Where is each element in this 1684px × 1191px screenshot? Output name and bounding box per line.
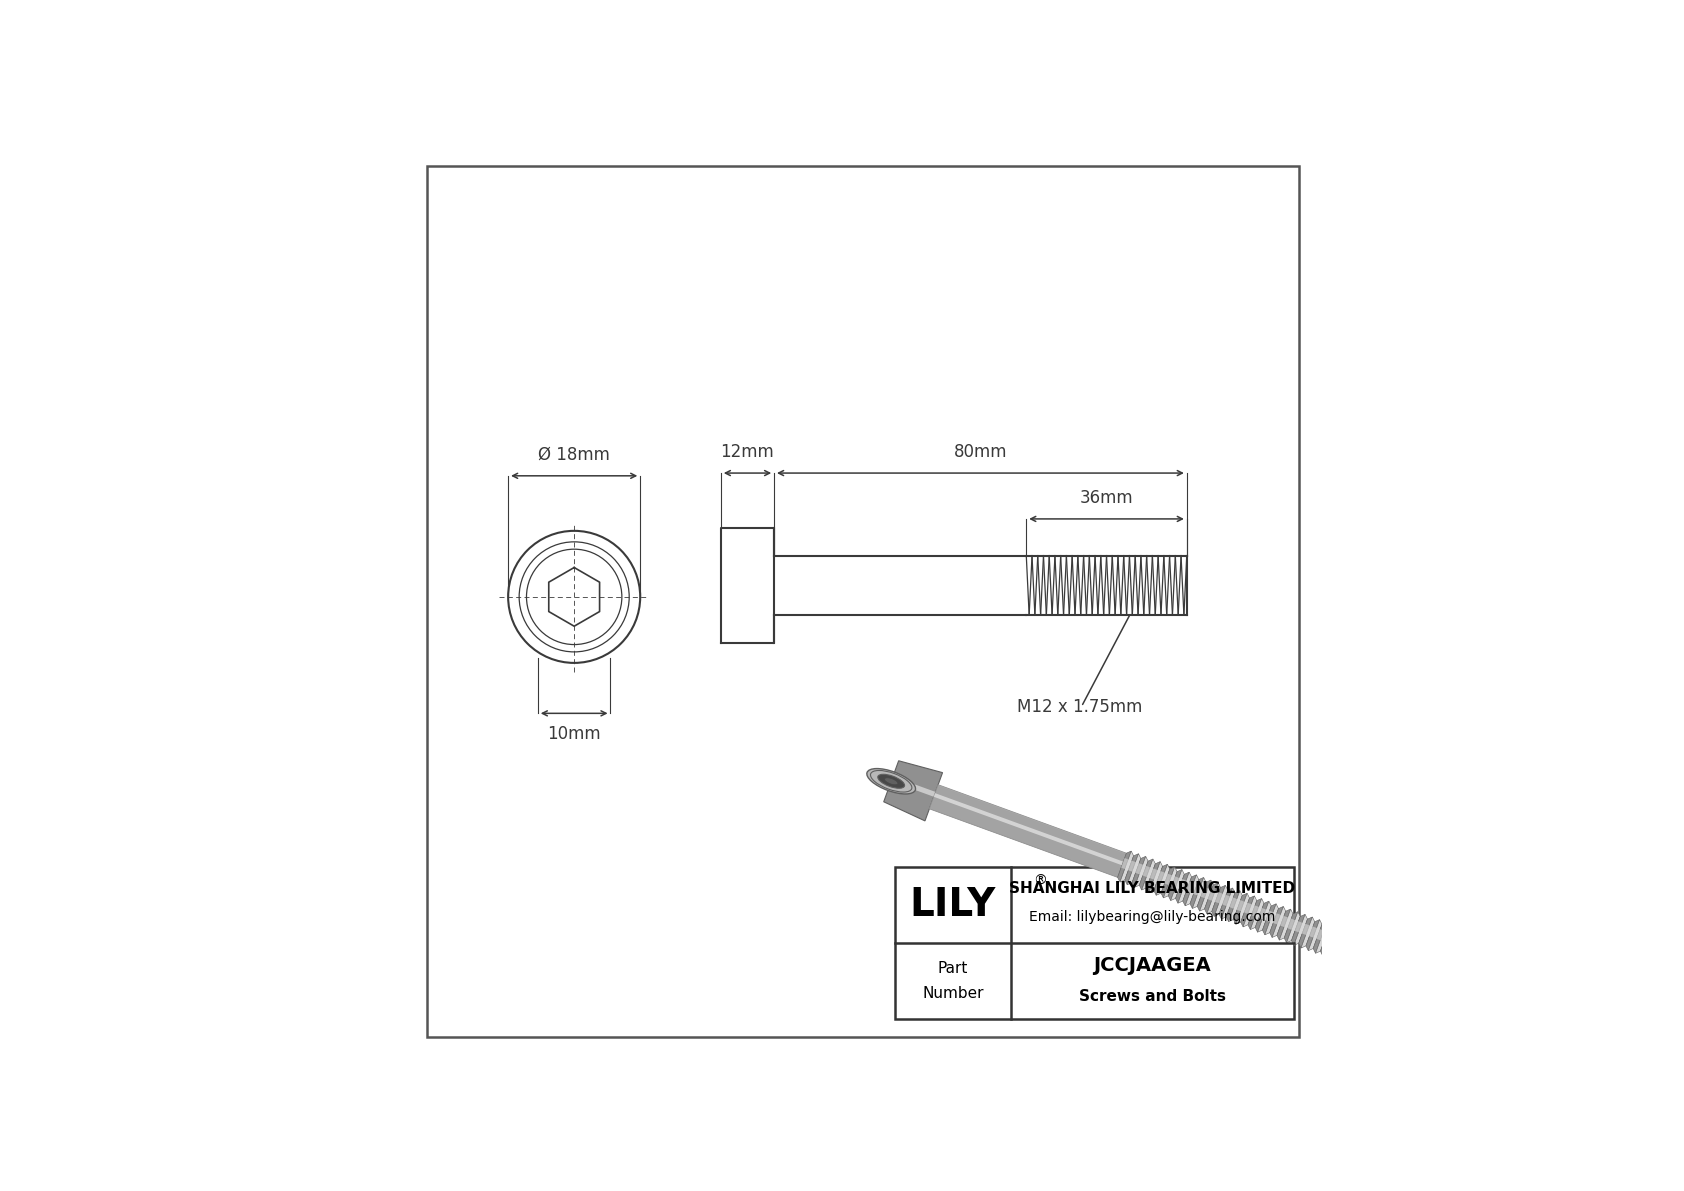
Polygon shape <box>933 793 1123 866</box>
Polygon shape <box>1271 906 1287 937</box>
Polygon shape <box>1175 872 1189 903</box>
Polygon shape <box>1132 856 1145 887</box>
Polygon shape <box>1120 852 1133 883</box>
Polygon shape <box>1263 904 1276 935</box>
Polygon shape <box>1157 865 1170 896</box>
Polygon shape <box>930 785 1127 878</box>
Polygon shape <box>1315 922 1329 953</box>
Polygon shape <box>884 761 943 821</box>
Polygon shape <box>1236 893 1250 924</box>
Polygon shape <box>1219 888 1233 919</box>
Polygon shape <box>1191 878 1204 909</box>
Text: JCCJAAGEA: JCCJAAGEA <box>1093 956 1211 975</box>
Polygon shape <box>1241 896 1255 927</box>
Ellipse shape <box>884 778 898 785</box>
Polygon shape <box>1324 925 1337 956</box>
Polygon shape <box>1330 928 1344 959</box>
Text: Ø 18mm: Ø 18mm <box>539 445 610 463</box>
Polygon shape <box>1292 915 1305 946</box>
Ellipse shape <box>867 768 916 794</box>
Polygon shape <box>1226 891 1239 922</box>
Text: 36mm: 36mm <box>1079 490 1133 507</box>
Text: Part: Part <box>938 960 968 975</box>
Polygon shape <box>1314 922 1327 953</box>
Polygon shape <box>1169 869 1182 900</box>
Polygon shape <box>1186 875 1199 906</box>
Polygon shape <box>1285 912 1298 943</box>
Polygon shape <box>1212 885 1226 916</box>
Text: 10mm: 10mm <box>547 725 601 743</box>
Ellipse shape <box>877 774 904 788</box>
Text: ®: ® <box>1034 874 1047 888</box>
Polygon shape <box>1127 854 1140 885</box>
Polygon shape <box>1118 852 1132 883</box>
Bar <box>896 867 1293 1018</box>
Text: M12 x 1.75mm: M12 x 1.75mm <box>1017 698 1142 716</box>
Polygon shape <box>1207 883 1221 913</box>
Polygon shape <box>1229 891 1243 922</box>
Polygon shape <box>1265 904 1278 935</box>
Polygon shape <box>1122 858 1342 947</box>
Polygon shape <box>1135 856 1148 887</box>
Polygon shape <box>1182 875 1196 906</box>
Polygon shape <box>1287 912 1300 943</box>
Polygon shape <box>1305 919 1320 950</box>
Polygon shape <box>1142 859 1155 890</box>
Ellipse shape <box>1327 939 1352 950</box>
Polygon shape <box>1308 919 1322 950</box>
Polygon shape <box>1298 917 1312 948</box>
Polygon shape <box>1276 909 1290 940</box>
Polygon shape <box>1125 854 1138 885</box>
Polygon shape <box>1255 902 1268 933</box>
Text: Email: lilybearing@lily-bearing.com: Email: lilybearing@lily-bearing.com <box>1029 910 1276 923</box>
Text: SHANGHAI LILY BEARING LIMITED: SHANGHAI LILY BEARING LIMITED <box>1009 881 1295 896</box>
Polygon shape <box>1154 865 1167 896</box>
Polygon shape <box>1197 880 1211 911</box>
Polygon shape <box>1164 867 1177 898</box>
Polygon shape <box>1280 909 1293 940</box>
Polygon shape <box>1250 898 1265 929</box>
Polygon shape <box>1147 861 1160 892</box>
Polygon shape <box>1177 872 1192 903</box>
Polygon shape <box>1258 902 1271 933</box>
Polygon shape <box>1327 928 1342 959</box>
Polygon shape <box>1302 917 1315 948</box>
Polygon shape <box>1270 906 1283 937</box>
Polygon shape <box>1293 915 1307 946</box>
Polygon shape <box>1204 883 1218 913</box>
Polygon shape <box>1148 861 1162 892</box>
Text: Screws and Bolts: Screws and Bolts <box>1079 989 1226 1004</box>
Polygon shape <box>930 785 1127 878</box>
Polygon shape <box>1199 880 1212 911</box>
Polygon shape <box>1233 893 1248 924</box>
Polygon shape <box>1320 925 1334 956</box>
Text: 80mm: 80mm <box>953 443 1007 461</box>
Polygon shape <box>891 777 936 797</box>
Polygon shape <box>1140 859 1154 890</box>
Text: LILY: LILY <box>909 886 997 924</box>
Polygon shape <box>1160 867 1175 898</box>
Polygon shape <box>1170 869 1184 900</box>
Polygon shape <box>1221 888 1234 919</box>
Polygon shape <box>1243 896 1256 927</box>
Text: Number: Number <box>923 986 983 1002</box>
Polygon shape <box>1248 898 1261 929</box>
Polygon shape <box>1214 885 1228 916</box>
Text: 12mm: 12mm <box>721 443 775 461</box>
Polygon shape <box>1192 878 1206 909</box>
